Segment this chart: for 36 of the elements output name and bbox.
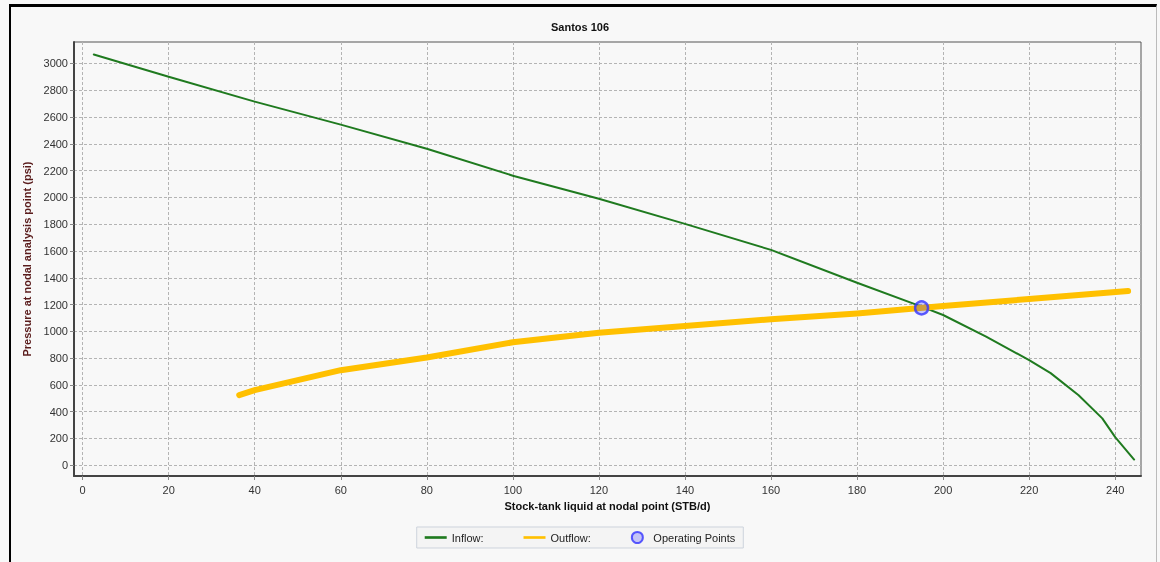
legend-label: Operating Points xyxy=(653,531,736,544)
y-axis-title: Pressure at nodal analysis point (psi) xyxy=(21,161,34,357)
y-tick-label: 600 xyxy=(49,378,68,391)
x-tick-label: 40 xyxy=(248,483,261,496)
y-tick-label: 3000 xyxy=(43,57,68,70)
legend-label: Outflow: xyxy=(550,531,591,544)
x-tick-label: 100 xyxy=(503,483,523,496)
x-tick-label: 120 xyxy=(589,483,609,496)
y-tick-label: 800 xyxy=(49,352,68,365)
x-tick-label: 160 xyxy=(761,483,781,496)
x-tick-label: 180 xyxy=(847,483,867,496)
y-tick-label: 2800 xyxy=(43,84,68,97)
x-tick-label: 240 xyxy=(1106,483,1125,496)
y-tick-label: 1600 xyxy=(43,244,68,257)
line-series xyxy=(92,53,1136,461)
y-tick-label: 1000 xyxy=(43,325,68,338)
legend-label: Inflow: xyxy=(451,531,484,544)
y-tick-label: 2000 xyxy=(43,191,68,204)
y-tick-label: 400 xyxy=(49,405,68,418)
y-tick-label: 0 xyxy=(61,459,68,472)
x-tick-label: 140 xyxy=(675,483,695,496)
chart-title: Santos 106 xyxy=(550,20,610,33)
x-tick-label: 20 xyxy=(162,483,175,496)
y-tick-label: 1400 xyxy=(43,271,68,284)
y-tick-label: 2200 xyxy=(43,164,68,177)
y-tick-label: 1800 xyxy=(43,218,68,231)
x-tick-label: 220 xyxy=(1019,483,1039,496)
x-axis-title: Stock-tank liquid at nodal point (STB/d) xyxy=(504,499,711,512)
x-tick-label: 0 xyxy=(79,483,86,496)
x-tick-label: 60 xyxy=(334,483,347,496)
y-tick-label: 200 xyxy=(49,432,68,445)
x-tick-label: 80 xyxy=(420,483,433,496)
x-tick-label: 200 xyxy=(933,483,953,496)
y-tick-label: 2600 xyxy=(43,111,68,124)
y-tick-label: 2400 xyxy=(43,137,68,150)
y-tick-label: 1200 xyxy=(43,298,68,311)
